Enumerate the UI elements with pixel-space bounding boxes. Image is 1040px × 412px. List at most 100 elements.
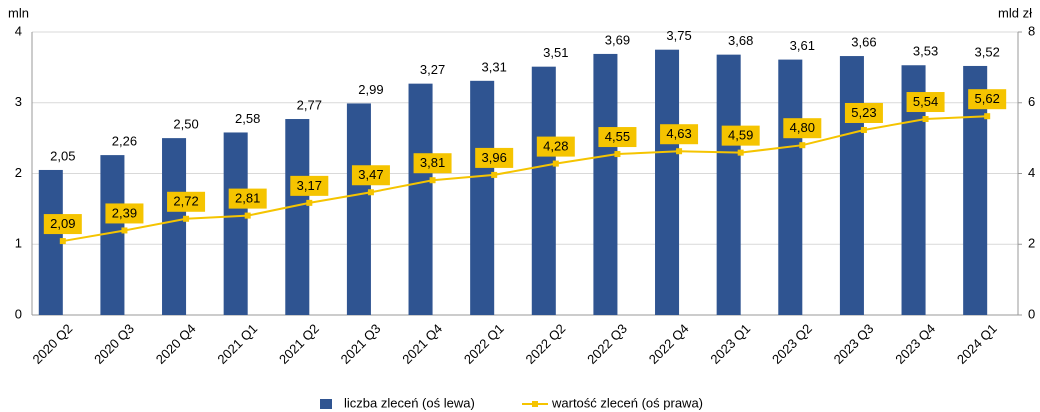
- line-value-label: 3,81: [420, 155, 445, 170]
- y-tick-label: 2: [15, 165, 22, 180]
- y2-tick-label: 2: [1028, 236, 1035, 251]
- bar: [223, 132, 248, 315]
- line-value-label: 3,47: [358, 167, 383, 182]
- line-marker: [491, 171, 498, 178]
- bar: [162, 138, 187, 315]
- value-label-box: [290, 175, 329, 196]
- line-value-label: 5,62: [975, 91, 1000, 106]
- bar-value-label: 3,69: [605, 32, 630, 47]
- line-value-label: 2,39: [112, 205, 137, 220]
- value-label-box: [536, 136, 575, 157]
- bar-value-label: 2,99: [358, 82, 383, 97]
- line-value-label: 3,96: [482, 150, 507, 165]
- line-marker: [552, 160, 559, 167]
- y2-tick-label: 6: [1028, 94, 1035, 109]
- x-tick-label: 2023 Q3: [831, 321, 877, 367]
- value-label-box: [844, 102, 883, 123]
- line-marker: [244, 212, 251, 219]
- line-value-label: 3,17: [297, 178, 322, 193]
- value-label-box: [598, 127, 637, 148]
- line-value-label: 2,09: [50, 216, 75, 231]
- x-tick-label: 2023 Q1: [707, 321, 753, 367]
- x-tick-label: 2021 Q3: [338, 321, 384, 367]
- bar-value-label: 2,26: [112, 134, 137, 149]
- x-tick-label: 2023 Q4: [892, 321, 938, 367]
- bar: [408, 83, 433, 316]
- line-value-label: 4,28: [543, 139, 568, 154]
- value-label-box: [968, 89, 1007, 110]
- bar: [593, 53, 618, 316]
- value-label-box: [167, 191, 206, 212]
- value-label-box: [228, 188, 267, 209]
- bar-value-label: 2,77: [297, 97, 322, 112]
- y-tick-label: 0: [15, 306, 22, 321]
- line-marker: [676, 148, 683, 155]
- x-tick-label: 2022 Q2: [522, 321, 568, 367]
- value-label-box: [783, 118, 822, 139]
- bar-value-label: 3,53: [913, 44, 938, 59]
- bar: [531, 66, 556, 315]
- bar: [285, 119, 310, 316]
- legend-swatch: [320, 399, 332, 409]
- line-marker: [183, 215, 190, 222]
- bar-value-label: 3,66: [851, 34, 876, 49]
- x-tick-label: 2021 Q4: [399, 321, 445, 367]
- line-marker: [121, 227, 128, 234]
- y2-tick-label: 8: [1028, 23, 1035, 38]
- line-marker: [922, 116, 929, 123]
- value-label-box: [475, 147, 514, 168]
- x-tick-label: 2020 Q4: [153, 321, 199, 367]
- line-marker: [367, 189, 374, 196]
- bar: [346, 103, 371, 316]
- bar: [100, 155, 125, 315]
- x-tick-label: 2022 Q1: [461, 321, 507, 367]
- bar: [38, 169, 63, 315]
- bar-value-label: 2,05: [50, 148, 75, 163]
- x-tick-label: 2020 Q3: [91, 321, 137, 367]
- y-axis-label: mln: [8, 5, 29, 20]
- x-tick-label: 2022 Q4: [646, 321, 692, 367]
- x-tick-label: 2021 Q2: [276, 321, 322, 367]
- line-value-label: 4,63: [666, 126, 691, 141]
- value-label-box: [351, 165, 390, 186]
- line-value-label: 4,55: [605, 129, 630, 144]
- line-value-label: 2,72: [173, 194, 198, 209]
- line-value-label: 2,81: [235, 191, 260, 206]
- value-label-box: [906, 92, 945, 113]
- bar: [716, 54, 741, 315]
- bar-value-label: 3,52: [975, 44, 1000, 59]
- line-marker: [799, 142, 806, 149]
- value-label-box: [660, 124, 699, 145]
- x-tick-label: 2022 Q3: [584, 321, 630, 367]
- line-marker: [306, 199, 313, 206]
- value-label-box: [413, 153, 452, 174]
- bar: [655, 49, 680, 315]
- bar-value-label: 3,68: [728, 33, 753, 48]
- x-tick-label: 2021 Q1: [214, 321, 260, 367]
- value-label-box: [721, 125, 760, 146]
- y-tick-label: 4: [15, 23, 22, 38]
- line-marker: [614, 151, 621, 158]
- y2-axis-label: mld zł: [998, 5, 1032, 20]
- bar-value-label: 3,51: [543, 45, 568, 60]
- line-marker: [59, 238, 66, 245]
- line-value-label: 4,59: [728, 128, 753, 143]
- bar-value-label: 2,50: [173, 117, 198, 132]
- x-tick-label: 2023 Q2: [769, 321, 815, 367]
- line-marker: [429, 177, 436, 184]
- bar: [470, 80, 495, 315]
- value-label-box: [105, 203, 144, 224]
- bar-value-label: 3,27: [420, 62, 445, 77]
- bar-value-label: 3,75: [666, 28, 691, 43]
- legend-label: liczba zleceń (oś lewa): [344, 395, 475, 410]
- y2-tick-label: 4: [1028, 165, 1035, 180]
- y-tick-label: 3: [15, 94, 22, 109]
- line-marker: [737, 149, 744, 156]
- bar: [839, 56, 864, 316]
- x-tick-label: 2024 Q1: [954, 321, 1000, 367]
- line-marker: [984, 113, 991, 120]
- bar-value-label: 3,61: [790, 38, 815, 53]
- line-value-label: 5,54: [913, 94, 938, 109]
- y2-tick-label: 0: [1028, 306, 1035, 321]
